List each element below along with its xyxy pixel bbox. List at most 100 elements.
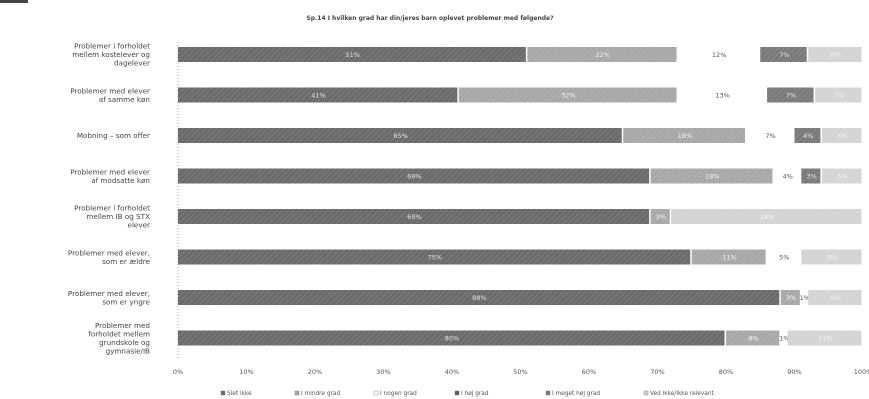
data-label: 3% [656, 213, 666, 221]
data-label: 22% [595, 51, 609, 59]
bar-hatch [801, 168, 821, 184]
data-label: 8% [830, 51, 840, 59]
legend-swatch [294, 390, 300, 396]
data-label: 4% [803, 132, 813, 140]
data-label: 75% [428, 254, 442, 262]
legend-swatch [643, 390, 649, 396]
bar-hatch [178, 47, 526, 62]
category-label: Mobning – som offer [77, 131, 150, 140]
x-tick-label: 30% [376, 368, 390, 376]
data-label: 1% [800, 294, 810, 302]
bar-segment [746, 128, 793, 143]
legend-swatch [220, 390, 226, 396]
legend-label: I mindre grad [301, 391, 340, 397]
bar-hatch [821, 128, 862, 143]
data-label: 6% [837, 173, 847, 181]
bar-segment [780, 330, 787, 346]
x-tick-label: 20% [308, 368, 322, 376]
bar-segment [773, 168, 800, 184]
x-tick-label: 50% [513, 368, 527, 376]
data-label: 5% [779, 254, 789, 262]
bar-hatch [178, 87, 458, 103]
legend-label: Slet ikke [227, 391, 252, 397]
bar-hatch [458, 87, 677, 103]
x-tick-label: 40% [445, 368, 459, 376]
data-label: 6% [837, 132, 847, 140]
data-label: 65% [393, 132, 407, 140]
bar-hatch [650, 168, 773, 184]
bar-hatch [623, 128, 746, 143]
bar-hatch [815, 87, 862, 103]
category-label: Problemer med elever af samme køn [70, 86, 150, 104]
bar-hatch [808, 290, 862, 305]
bar-hatch [178, 290, 780, 305]
data-label: 88% [472, 294, 486, 302]
data-label: 28% [760, 213, 774, 221]
data-label: 8% [748, 335, 758, 343]
plot-area: Problemer i forholdet mellem kostelever o… [68, 42, 869, 398]
data-label: 8% [830, 294, 840, 302]
bar-hatch [691, 249, 766, 265]
data-label: 7% [834, 92, 844, 100]
x-tick-label: 90% [787, 368, 801, 376]
data-label: 7% [786, 92, 796, 100]
legend-label: I høj grad [461, 391, 489, 397]
data-label: 12% [712, 51, 726, 59]
x-tick-label: 0% [173, 368, 183, 376]
data-label: 13% [715, 92, 729, 100]
x-tick-label: 70% [650, 368, 664, 376]
bar-segment [767, 249, 800, 265]
category-label: Problemer med elever, som er ældre [68, 248, 151, 266]
legend-label: I meget høj grad [552, 391, 600, 397]
x-tick-label: 80% [719, 368, 733, 376]
data-label: 41% [311, 92, 325, 100]
category-label: Problemer i forholdet mellem kostelever o… [72, 42, 150, 68]
data-label: 18% [678, 132, 692, 140]
data-label: 11% [722, 254, 736, 262]
bar-hatch [794, 128, 821, 143]
x-tick-label: 100% [854, 368, 869, 376]
bar-segment [801, 290, 807, 305]
bar-segment [678, 87, 766, 103]
legend-swatch [373, 390, 379, 396]
legend-label: Ved ikke/Ikke relevant [650, 391, 715, 397]
data-label: 9% [827, 254, 837, 262]
bar-hatch [650, 209, 670, 224]
bar-hatch [178, 249, 691, 265]
bar-hatch [726, 330, 780, 346]
data-label: 80% [445, 335, 459, 343]
bar-hatch [787, 330, 862, 346]
x-tick-label: 10% [239, 368, 253, 376]
category-label: Problemer med elever af modsatte køn [70, 167, 150, 185]
bar-hatch [821, 168, 862, 184]
bar-hatch [801, 249, 862, 265]
data-label: 69% [407, 173, 421, 181]
data-label: 69% [407, 213, 421, 221]
bar-hatch [527, 47, 677, 62]
data-label: 7% [779, 51, 789, 59]
data-label: 7% [765, 132, 775, 140]
legend-swatch [545, 390, 551, 396]
data-label: 3% [786, 294, 796, 302]
data-label: 3% [806, 173, 816, 181]
bar-hatch [808, 47, 862, 62]
data-label: 11% [818, 335, 832, 343]
bar-segment [678, 47, 759, 62]
legend-swatch [454, 390, 460, 396]
legend-label: I nogen grad [380, 391, 417, 397]
bar-hatch [178, 168, 650, 184]
bar-hatch [767, 87, 814, 103]
bar-hatch [671, 209, 862, 224]
bar-hatch [780, 290, 800, 305]
category-label: Problemer med forholdet mellem grundskole … [88, 321, 150, 356]
corner-mark [0, 0, 28, 3]
data-label: 1% [779, 335, 789, 343]
bar-hatch [760, 47, 807, 62]
data-label: 51% [345, 51, 359, 59]
chart-title: Sp.14 I hvilken grad har din/jeres barn … [306, 15, 554, 22]
bar-hatch [178, 128, 622, 143]
x-tick-label: 60% [582, 368, 596, 376]
bar-hatch [178, 330, 725, 346]
data-label: 4% [782, 173, 792, 181]
